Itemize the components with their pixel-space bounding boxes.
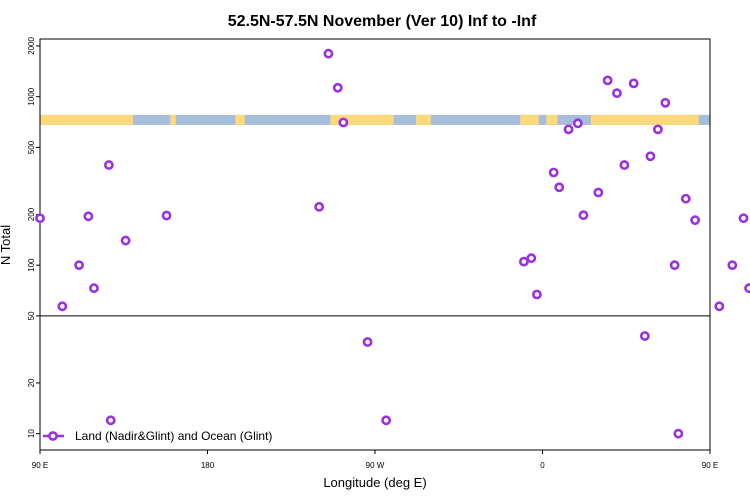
data-point bbox=[628, 78, 639, 89]
data-point bbox=[652, 124, 663, 135]
data-point bbox=[89, 283, 99, 294]
data-point bbox=[690, 215, 701, 226]
x-axis: 90 E 180 90 W 0 90 E bbox=[32, 450, 718, 470]
y-tick-label: 50 bbox=[27, 311, 36, 320]
data-point bbox=[645, 151, 656, 162]
land-segment bbox=[520, 114, 539, 125]
data-point bbox=[548, 167, 559, 178]
data-point bbox=[744, 283, 750, 294]
land-segment bbox=[546, 114, 558, 125]
data-point bbox=[35, 213, 45, 224]
data-point bbox=[738, 213, 749, 224]
data-points bbox=[35, 48, 750, 439]
land-segment bbox=[590, 114, 699, 125]
chart-title: 52.5N-57.5N November (Ver 10) Inf to -In… bbox=[228, 13, 537, 30]
land-ocean-band bbox=[40, 114, 710, 125]
x-tick-label: 90 W bbox=[366, 461, 385, 470]
y-axis: 10 20 50 100 200 500 1000 2000 bbox=[27, 37, 40, 438]
legend-marker-swatch bbox=[48, 431, 58, 441]
data-point bbox=[563, 124, 574, 135]
land-segment bbox=[170, 114, 176, 125]
data-point bbox=[323, 48, 334, 59]
legend-label: Land (Nadir&Glint) and Ocean (Glint) bbox=[75, 429, 272, 443]
data-point bbox=[526, 253, 537, 264]
data-point bbox=[161, 210, 172, 221]
data-point bbox=[103, 160, 114, 170]
data-point bbox=[120, 235, 131, 246]
data-point bbox=[572, 118, 583, 129]
y-tick-label: 200 bbox=[27, 207, 36, 221]
data-point bbox=[74, 260, 84, 271]
data-point bbox=[714, 301, 725, 312]
land-segment bbox=[235, 114, 245, 125]
y-tick-label: 2000 bbox=[27, 37, 36, 55]
data-point bbox=[105, 415, 116, 426]
data-point bbox=[612, 88, 622, 99]
data-point bbox=[578, 210, 589, 221]
data-point bbox=[57, 301, 68, 312]
data-point bbox=[532, 289, 542, 300]
data-point bbox=[602, 75, 613, 86]
land-segment bbox=[40, 114, 134, 125]
data-point bbox=[593, 187, 604, 198]
y-tick-label: 500 bbox=[27, 140, 36, 154]
x-tick-label: 90 E bbox=[32, 461, 48, 470]
data-point bbox=[639, 331, 650, 341]
x-tick-label: 0 bbox=[540, 461, 545, 470]
x-axis-label: Longitude (deg E) bbox=[323, 475, 426, 490]
y-tick-label: 1000 bbox=[27, 87, 36, 105]
data-point bbox=[332, 82, 343, 93]
data-point bbox=[518, 256, 529, 267]
data-point bbox=[554, 182, 565, 193]
land-segment bbox=[415, 114, 431, 125]
data-point bbox=[727, 260, 738, 271]
y-tick-label: 20 bbox=[27, 378, 36, 387]
y-axis-label: N Total bbox=[0, 225, 13, 265]
data-point bbox=[619, 160, 630, 170]
data-point bbox=[381, 415, 392, 426]
data-point bbox=[673, 428, 684, 439]
y-tick-label: 10 bbox=[27, 429, 36, 438]
data-point bbox=[83, 211, 94, 222]
y-tick-label: 100 bbox=[27, 258, 36, 272]
data-point bbox=[680, 193, 691, 204]
data-point bbox=[660, 97, 671, 108]
land-segment bbox=[330, 114, 394, 125]
legend: Land (Nadir&Glint) and Ocean (Glint) bbox=[43, 429, 272, 443]
data-point bbox=[362, 337, 373, 347]
data-point bbox=[314, 201, 325, 212]
x-tick-label: 90 E bbox=[702, 461, 718, 470]
plot-frame bbox=[39, 38, 711, 451]
x-tick-label: 180 bbox=[201, 461, 215, 470]
data-point bbox=[669, 260, 680, 271]
data-point bbox=[338, 117, 349, 128]
